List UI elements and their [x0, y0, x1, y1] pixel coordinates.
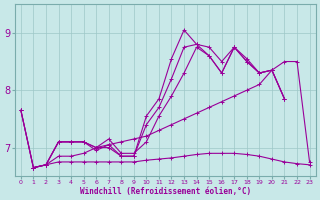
X-axis label: Windchill (Refroidissement éolien,°C): Windchill (Refroidissement éolien,°C): [80, 187, 251, 196]
